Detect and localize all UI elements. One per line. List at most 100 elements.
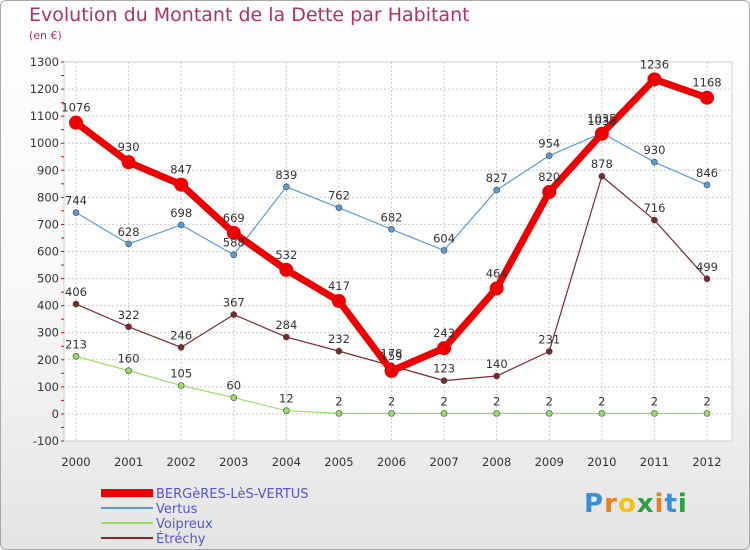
logo-letter: i xyxy=(654,489,665,519)
y-tick-label: 300 xyxy=(37,326,59,340)
data-point xyxy=(703,181,711,189)
x-tick-label: 2006 xyxy=(377,455,406,469)
legend-item-etrechy: Étréchy xyxy=(101,531,206,547)
data-point xyxy=(125,323,132,331)
data-label: 930 xyxy=(643,143,665,157)
y-tick-label: 400 xyxy=(37,299,59,313)
legend-item-bergeres-les-vertus: BERGèRES-LèS-VERTUS xyxy=(101,487,309,502)
data-point xyxy=(279,262,294,277)
data-point xyxy=(72,209,80,216)
data-point xyxy=(230,311,238,318)
data-point xyxy=(230,394,238,401)
data-label: 2 xyxy=(703,394,710,408)
x-tick-label: 2004 xyxy=(272,455,301,469)
y-tick-label: 200 xyxy=(37,353,59,367)
data-label: 846 xyxy=(696,166,718,180)
data-label: 243 xyxy=(433,326,455,340)
data-label: 2 xyxy=(335,394,342,408)
data-point xyxy=(283,407,290,414)
series-bergeres-les-vertus xyxy=(69,72,714,378)
data-point xyxy=(440,247,448,254)
data-label: 878 xyxy=(591,157,613,171)
data-label: 1236 xyxy=(640,57,669,71)
legend-item-voipreux: Voipreux xyxy=(101,517,213,532)
data-label: 1168 xyxy=(692,76,721,90)
data-point xyxy=(388,410,395,417)
data-label: 322 xyxy=(118,308,140,322)
y-tick-label: 500 xyxy=(37,272,59,286)
data-point xyxy=(174,177,189,192)
x-tick-label: 2007 xyxy=(429,455,458,469)
data-label: 669 xyxy=(223,211,245,225)
data-point xyxy=(545,410,553,417)
y-tick-label: -100 xyxy=(33,434,59,448)
data-point xyxy=(651,158,658,166)
data-label: 231 xyxy=(538,332,560,346)
data-point xyxy=(489,281,504,296)
data-point xyxy=(493,186,500,194)
data-point xyxy=(69,115,83,130)
x-tick-label: 2008 xyxy=(482,455,511,469)
data-point xyxy=(598,172,606,180)
data-label: 12 xyxy=(279,392,294,406)
y-tick-label: 700 xyxy=(37,217,59,231)
data-label: 178 xyxy=(381,347,403,361)
data-label: 213 xyxy=(65,337,87,351)
data-label: 532 xyxy=(275,248,297,262)
x-tick-label: 2012 xyxy=(692,455,721,469)
x-tick-label: 2011 xyxy=(640,455,669,469)
legend-label: Étréchy xyxy=(156,531,206,547)
data-label: 744 xyxy=(65,194,87,208)
labels-voipreux: 213 160 105 60 12 2 2 2 2 2 2 2 2 xyxy=(65,337,711,408)
data-label: 60 xyxy=(226,379,241,393)
data-label: 232 xyxy=(328,332,350,346)
data-label: 716 xyxy=(643,201,665,215)
y-tick-label: 100 xyxy=(37,380,59,394)
data-point xyxy=(493,410,500,417)
x-tick-label: 2002 xyxy=(167,455,196,469)
data-label: 123 xyxy=(433,362,455,376)
y-tick-label: 800 xyxy=(37,190,59,204)
data-point xyxy=(545,348,553,355)
y-tick-label: 0 xyxy=(52,407,59,421)
data-label: 628 xyxy=(118,225,140,239)
data-label: 2 xyxy=(651,394,658,408)
data-point xyxy=(335,347,343,355)
data-label: 159 xyxy=(381,349,403,363)
axes: -100 0 100 200 300 400 500 600 700 800 900 1000 1100… xyxy=(30,55,722,469)
x-tick-label: 2009 xyxy=(535,455,564,469)
data-label: 160 xyxy=(118,352,140,366)
data-point xyxy=(651,410,658,417)
series-voipreux xyxy=(72,352,711,417)
series xyxy=(69,72,714,417)
data-labels: 1076 930 847 669 532 417 159 243 464 820 1035 1236 1… xyxy=(61,57,721,408)
data-point xyxy=(177,382,185,389)
data-label: 604 xyxy=(433,231,455,245)
labels-vertus: 744 628 698 588 839 762 682 604 827 954 1038 930 846 xyxy=(65,114,718,250)
x-tick-label: 2003 xyxy=(219,455,248,469)
data-label: 284 xyxy=(275,318,297,332)
logo-letter: x xyxy=(636,489,655,519)
data-label: 367 xyxy=(223,296,245,310)
data-label: 847 xyxy=(170,163,192,177)
data-point xyxy=(440,377,448,384)
data-point xyxy=(125,367,132,374)
data-point xyxy=(230,251,238,259)
x-tick-label: 2010 xyxy=(587,455,616,469)
data-label: 2 xyxy=(493,394,500,408)
data-point xyxy=(647,72,662,87)
data-label: 954 xyxy=(538,137,560,151)
data-point xyxy=(440,410,448,417)
chart-subtitle: (en €) xyxy=(29,29,62,42)
data-point xyxy=(335,410,343,417)
data-label: 2 xyxy=(546,394,553,408)
logo-letter: i xyxy=(677,489,688,519)
data-point xyxy=(384,363,399,378)
data-point xyxy=(703,410,711,417)
y-tick-label: 1100 xyxy=(30,109,59,123)
data-point xyxy=(226,225,241,240)
data-point xyxy=(437,341,452,356)
data-point xyxy=(594,126,609,141)
